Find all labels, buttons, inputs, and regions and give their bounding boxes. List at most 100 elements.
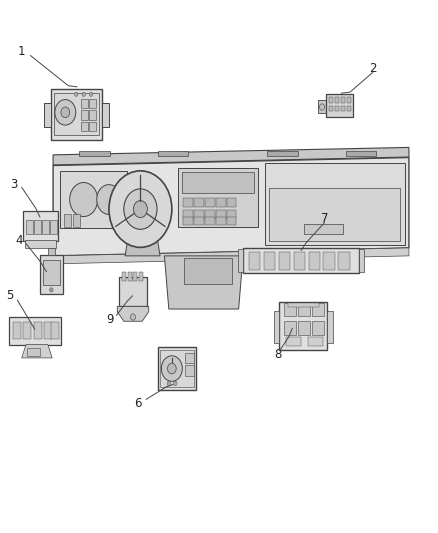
FancyBboxPatch shape [335, 98, 339, 103]
FancyBboxPatch shape [139, 272, 143, 281]
FancyBboxPatch shape [42, 260, 60, 285]
FancyBboxPatch shape [134, 272, 138, 281]
Polygon shape [117, 306, 149, 321]
FancyBboxPatch shape [194, 198, 204, 207]
FancyBboxPatch shape [293, 252, 305, 270]
Circle shape [97, 184, 121, 214]
FancyBboxPatch shape [216, 216, 226, 225]
FancyBboxPatch shape [194, 210, 204, 219]
FancyBboxPatch shape [183, 210, 193, 219]
FancyBboxPatch shape [23, 322, 31, 340]
FancyBboxPatch shape [326, 94, 353, 117]
FancyBboxPatch shape [249, 252, 261, 270]
FancyBboxPatch shape [227, 216, 237, 225]
FancyBboxPatch shape [48, 248, 55, 255]
Polygon shape [164, 256, 243, 309]
FancyBboxPatch shape [42, 220, 49, 233]
Text: 6: 6 [134, 397, 142, 410]
FancyBboxPatch shape [205, 210, 215, 219]
Circle shape [167, 381, 170, 385]
FancyBboxPatch shape [40, 255, 63, 294]
FancyBboxPatch shape [312, 321, 324, 335]
Text: 8: 8 [274, 348, 282, 361]
FancyBboxPatch shape [184, 258, 232, 284]
FancyBboxPatch shape [216, 198, 226, 207]
FancyBboxPatch shape [285, 321, 296, 335]
Circle shape [131, 314, 136, 320]
FancyBboxPatch shape [269, 188, 400, 241]
FancyBboxPatch shape [227, 198, 237, 207]
FancyBboxPatch shape [304, 224, 343, 233]
FancyBboxPatch shape [185, 353, 194, 364]
FancyBboxPatch shape [89, 110, 96, 120]
FancyBboxPatch shape [9, 317, 61, 345]
FancyBboxPatch shape [183, 216, 193, 225]
FancyBboxPatch shape [79, 151, 110, 156]
FancyBboxPatch shape [264, 252, 276, 270]
FancyBboxPatch shape [34, 220, 41, 233]
FancyBboxPatch shape [279, 252, 290, 270]
FancyBboxPatch shape [44, 322, 52, 340]
Circle shape [134, 200, 148, 217]
Circle shape [173, 381, 177, 385]
FancyBboxPatch shape [160, 350, 194, 387]
FancyBboxPatch shape [44, 103, 51, 127]
FancyBboxPatch shape [177, 168, 258, 227]
FancyBboxPatch shape [128, 272, 132, 281]
FancyBboxPatch shape [341, 106, 345, 111]
FancyBboxPatch shape [158, 348, 196, 390]
FancyBboxPatch shape [34, 322, 42, 340]
FancyBboxPatch shape [338, 252, 350, 270]
FancyBboxPatch shape [182, 172, 254, 193]
FancyBboxPatch shape [205, 198, 215, 207]
FancyBboxPatch shape [51, 322, 59, 340]
FancyBboxPatch shape [335, 106, 339, 111]
FancyBboxPatch shape [205, 216, 215, 225]
FancyBboxPatch shape [81, 122, 88, 132]
FancyBboxPatch shape [318, 100, 326, 114]
FancyBboxPatch shape [26, 220, 33, 233]
Circle shape [319, 104, 325, 110]
FancyBboxPatch shape [341, 98, 345, 103]
Text: 9: 9 [106, 313, 113, 326]
FancyBboxPatch shape [279, 302, 327, 351]
FancyBboxPatch shape [312, 303, 324, 317]
Polygon shape [21, 345, 52, 358]
FancyBboxPatch shape [194, 216, 204, 225]
FancyBboxPatch shape [238, 249, 243, 272]
FancyBboxPatch shape [243, 248, 359, 273]
FancyBboxPatch shape [158, 151, 188, 156]
FancyBboxPatch shape [81, 99, 88, 108]
FancyBboxPatch shape [120, 277, 147, 306]
FancyBboxPatch shape [298, 321, 310, 335]
Circle shape [61, 107, 70, 118]
FancyBboxPatch shape [347, 106, 351, 111]
FancyBboxPatch shape [347, 98, 351, 103]
Text: 4: 4 [16, 235, 23, 247]
FancyBboxPatch shape [328, 106, 333, 111]
FancyBboxPatch shape [327, 311, 332, 343]
FancyBboxPatch shape [286, 337, 301, 346]
Circle shape [49, 288, 53, 292]
FancyBboxPatch shape [298, 303, 310, 317]
FancyBboxPatch shape [73, 214, 80, 227]
Circle shape [167, 364, 176, 374]
Text: 3: 3 [10, 177, 18, 191]
Text: 1: 1 [18, 45, 25, 58]
FancyBboxPatch shape [54, 93, 99, 135]
FancyBboxPatch shape [265, 163, 405, 245]
Circle shape [89, 92, 93, 96]
Circle shape [74, 92, 78, 96]
Circle shape [70, 182, 98, 216]
FancyBboxPatch shape [49, 220, 57, 233]
FancyBboxPatch shape [285, 303, 296, 317]
FancyBboxPatch shape [89, 99, 96, 108]
Circle shape [124, 189, 157, 229]
FancyBboxPatch shape [328, 98, 333, 103]
FancyBboxPatch shape [22, 211, 58, 241]
FancyBboxPatch shape [60, 171, 127, 228]
Circle shape [82, 92, 85, 96]
FancyBboxPatch shape [81, 110, 88, 120]
FancyBboxPatch shape [13, 322, 21, 340]
Polygon shape [53, 158, 409, 256]
